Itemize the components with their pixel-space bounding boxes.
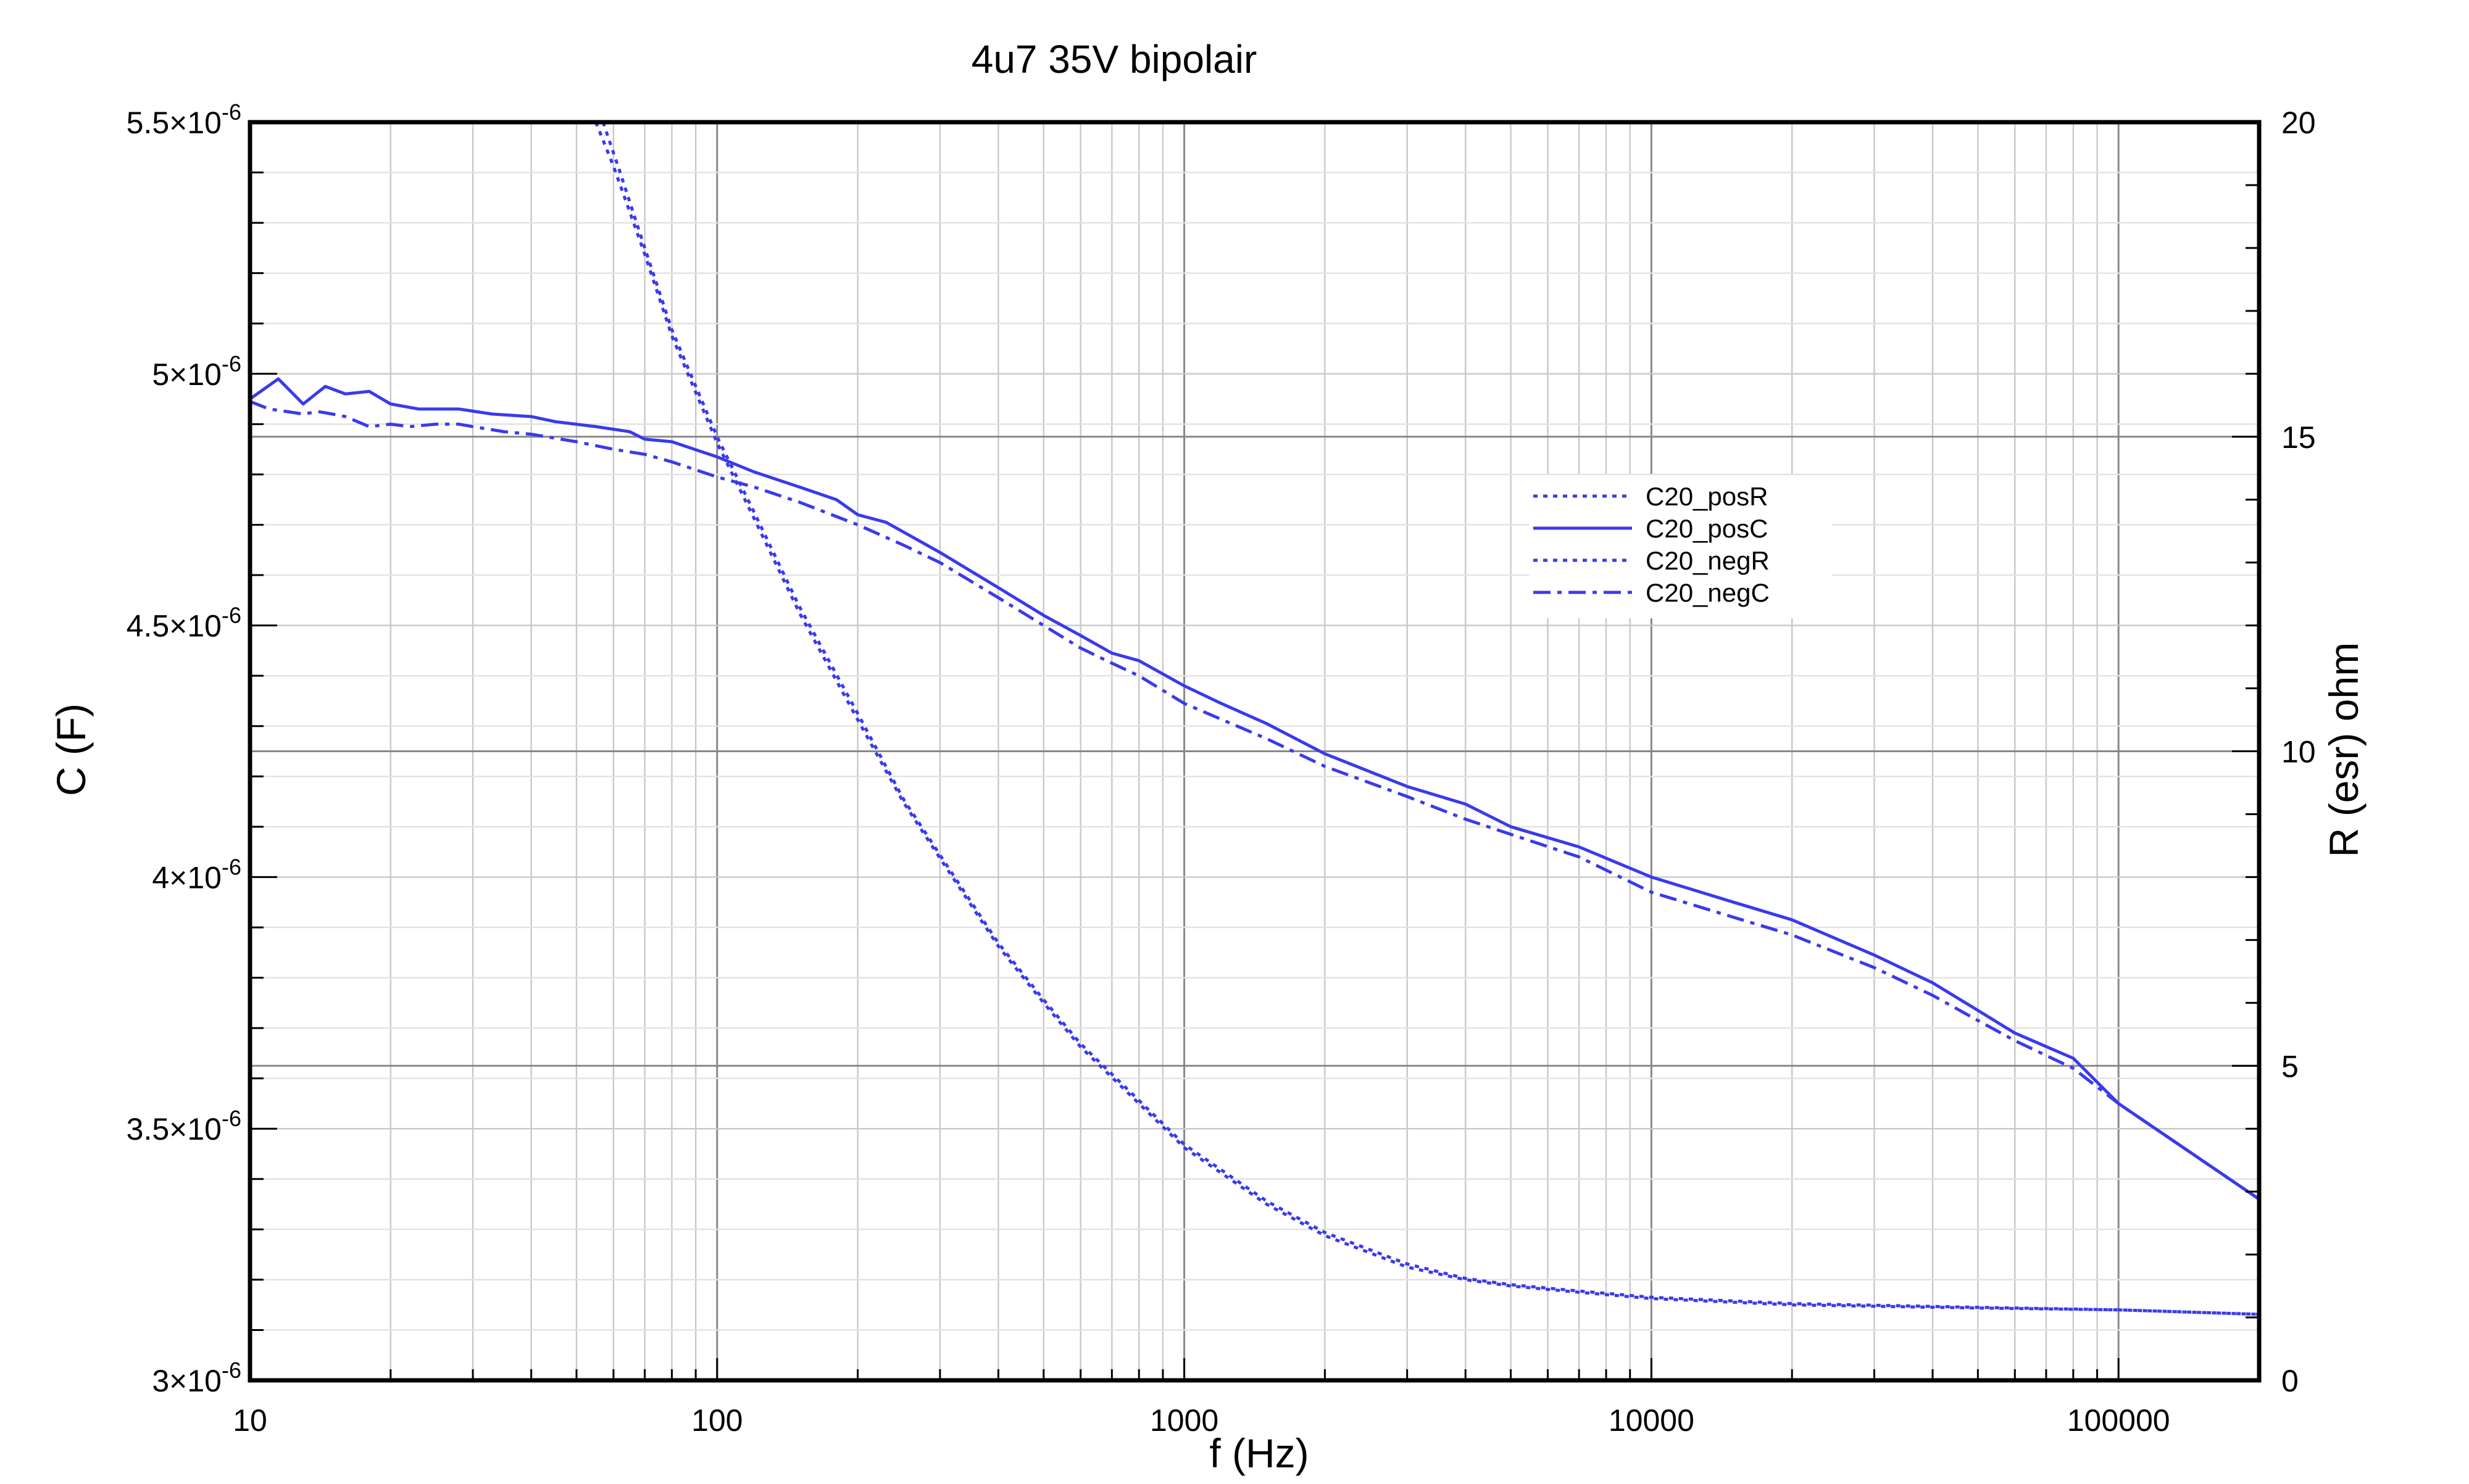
y2-tick-label: 15 bbox=[2281, 420, 2316, 455]
legend-label: C20_negC bbox=[1646, 578, 1770, 607]
y-axis-label: C (F) bbox=[48, 703, 94, 796]
y2-tick-label: 10 bbox=[2281, 735, 2316, 769]
x-axis-label: f (Hz) bbox=[1209, 1430, 1309, 1476]
series-line-c20-negc bbox=[250, 400, 2259, 1201]
x-tick-label: 10000 bbox=[1609, 1403, 1694, 1438]
y2-tick-label: 5 bbox=[2281, 1049, 2299, 1084]
series-layer bbox=[250, 122, 2259, 1316]
y-tick-label: 5×10-6 bbox=[152, 351, 241, 392]
legend-label: C20_negR bbox=[1646, 546, 1770, 575]
legend: C20_posR C20_posC C20_negR C20_negC bbox=[1530, 475, 1832, 618]
series-line-c20-posr bbox=[594, 122, 2259, 1316]
legend-label: C20_posR bbox=[1646, 482, 1768, 511]
y-tick-label: 4×10-6 bbox=[152, 854, 241, 895]
x-tick-label: 100000 bbox=[2067, 1403, 2170, 1438]
x-tick-label: 10 bbox=[233, 1403, 267, 1438]
x-tick-label: 100 bbox=[691, 1403, 743, 1438]
y2-tick-label: 0 bbox=[2281, 1364, 2299, 1398]
y-tick-label: 4.5×10-6 bbox=[127, 603, 241, 644]
y-tick-label: 3×10-6 bbox=[152, 1358, 241, 1398]
y2-axis-label: R (esr) ohm bbox=[2321, 642, 2367, 857]
x-tick-label: 1000 bbox=[1150, 1403, 1218, 1438]
y-tick-label: 3.5×10-6 bbox=[127, 1106, 241, 1146]
tick-layer: 3×10-6 3.5×10-6 4×10-6 4.5×10-6 5×10-6 5.5×10… bbox=[127, 99, 2316, 1438]
y2-tick-label: 20 bbox=[2281, 106, 2316, 140]
series-line-c20-posc bbox=[250, 377, 2259, 1201]
legend-label: C20_posC bbox=[1646, 514, 1768, 543]
legend-box bbox=[1530, 475, 1832, 618]
chart-title: 4u7 35V bipolair bbox=[972, 37, 1257, 81]
series-line-c20-negr bbox=[601, 122, 2259, 1316]
y-tick-label: 5.5×10-6 bbox=[127, 99, 241, 140]
